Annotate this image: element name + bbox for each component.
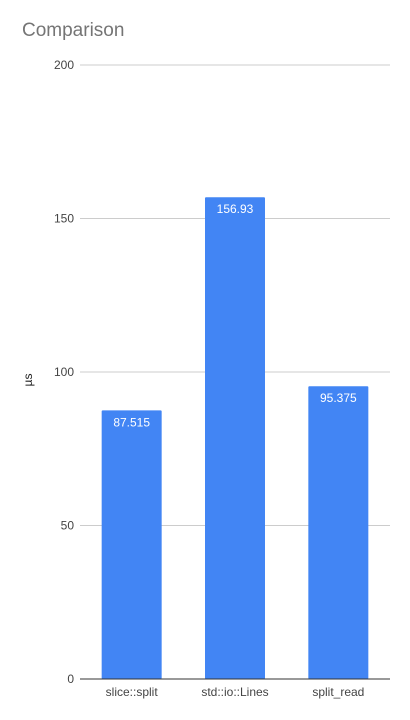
bar-value-label: 87.515 [113, 415, 150, 429]
y-tick-label: 0 [67, 672, 74, 686]
y-tick-label: 100 [54, 365, 74, 379]
bar-value-label: 156.93 [217, 202, 254, 216]
data-labels: 87.515 156.93 95.375 [113, 202, 357, 429]
y-tick-label: 200 [54, 58, 74, 72]
chart-title: Comparison [22, 20, 125, 41]
y-tick-label: 50 [61, 519, 75, 533]
bar [308, 386, 369, 679]
bar-value-label: 95.375 [320, 391, 357, 405]
x-tick-label: split_read [312, 685, 364, 699]
bar [101, 410, 162, 679]
y-tick-labels: 0 50 100 150 200 [54, 58, 74, 686]
y-tick-label: 150 [54, 212, 74, 226]
x-tick-label: std::io::Lines [201, 685, 268, 699]
bars [101, 197, 369, 679]
y-axis-label: µs [21, 374, 35, 387]
bar [205, 197, 265, 679]
x-tick-labels: slice::split std::io::Lines split_read [106, 685, 365, 699]
x-tick-label: slice::split [106, 685, 159, 699]
